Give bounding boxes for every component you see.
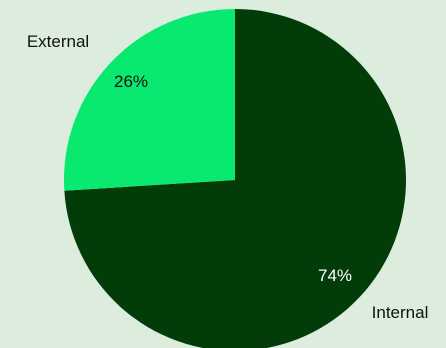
pie-percent-label-internal: 74% xyxy=(318,266,352,285)
pie-slice-internal xyxy=(64,9,406,348)
pie-labels: 74% Internal 26% External xyxy=(27,32,429,322)
pie-slices xyxy=(64,9,406,348)
pie-slice-external xyxy=(64,9,235,191)
pie-percent-label-external: 26% xyxy=(114,72,148,91)
pie-category-label-external: External xyxy=(27,32,89,51)
pie-category-label-internal: Internal xyxy=(372,303,429,322)
